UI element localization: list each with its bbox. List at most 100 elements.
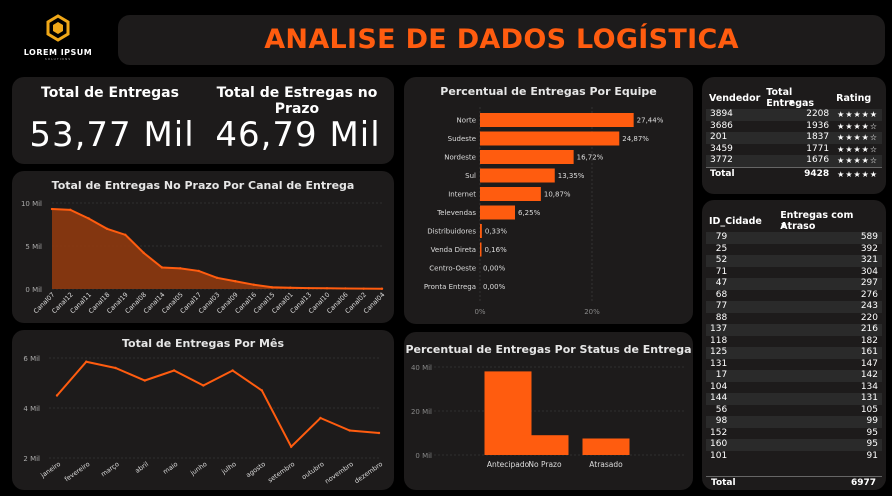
data-point <box>270 286 274 289</box>
cell-id-cidade: 101 <box>710 450 728 461</box>
rating-stars-icon: ★★★★★ <box>833 109 882 121</box>
y-tick-label: 20 Mil <box>411 408 432 416</box>
cell-id-cidade: 68 <box>715 289 728 300</box>
x-tick-label: dezembro <box>353 460 384 485</box>
cell-entregas-atraso: 134 <box>860 381 878 392</box>
cell-total: 1837 <box>763 132 834 144</box>
y-tick-label: 6 Mil <box>23 355 40 363</box>
mes-chart-card: Total de Entregas Por Mês 2 Mil 4 Mil 6 Mi… <box>12 330 394 490</box>
table-row[interactable]: 118 182 <box>706 336 882 348</box>
table-row[interactable]: 160 95 <box>706 439 882 451</box>
table-row[interactable]: 71 304 <box>706 267 882 279</box>
x-tick-label: novembro <box>323 460 355 485</box>
category-label: Televendas <box>436 209 476 217</box>
table-row[interactable]: 101 91 <box>706 451 882 463</box>
kpi-card: Total de Entregas 53,77 Mil Total de Est… <box>12 77 394 164</box>
area-fill <box>52 209 382 289</box>
cell-id-cidade: 104 <box>710 381 728 392</box>
col-total-entregas[interactable]: Total Entregas ▼ <box>763 87 833 109</box>
table-row[interactable]: 79 589 <box>706 232 882 244</box>
cell-id-cidade: 152 <box>710 427 728 438</box>
table-row[interactable]: 77 243 <box>706 301 882 313</box>
col-id-cidade[interactable]: ID_Cidade <box>709 215 762 227</box>
mes-chart-title: Total de Entregas Por Mês <box>121 337 285 350</box>
table-row[interactable]: 201 1837 ★★★★☆ <box>706 132 882 144</box>
data-point <box>362 287 365 290</box>
bar <box>582 438 630 455</box>
data-point <box>260 389 264 392</box>
table-row[interactable]: 137 216 <box>706 324 882 336</box>
x-tick-label: 0% <box>474 308 485 316</box>
cell-total: 2208 <box>763 109 834 121</box>
table-row[interactable]: 144 131 <box>706 393 882 405</box>
bar <box>480 113 634 127</box>
x-tick-label: julho <box>219 460 237 476</box>
data-point <box>380 287 384 290</box>
vendor-table: Vendedor Total Entregas ▼ Rating 3894 220… <box>706 87 882 181</box>
cell-vendedor: 3686 <box>710 120 733 131</box>
cell-id-cidade: 52 <box>706 255 778 267</box>
data-point <box>344 287 347 290</box>
cell-id-cidade: 160 <box>706 439 778 451</box>
col-entregas-atraso[interactable]: Entregas com Atraso ▼ <box>777 210 882 232</box>
cell-entregas-atraso: 147 <box>860 358 878 369</box>
cell-entregas-atraso: 297 <box>777 278 882 290</box>
rating-stars-icon: ★★★★☆ <box>833 155 882 167</box>
logo-name: LOREM IPSUM <box>23 48 93 57</box>
logo-icon <box>46 14 70 42</box>
cell-id-cidade: 71 <box>715 266 728 277</box>
city-total-label: Total <box>711 478 736 488</box>
category-label: Sudeste <box>448 135 476 143</box>
kpi-total-label: Total de Entregas <box>41 85 179 101</box>
cell-entregas-atraso: 216 <box>777 324 882 336</box>
mes-chart: 2 Mil 4 Mil 6 Mil janeiro fevereiro março abri… <box>23 355 384 486</box>
table-row[interactable]: 125 161 <box>706 347 882 359</box>
cell-id-cidade: 88 <box>715 312 728 323</box>
table-row[interactable]: 68 276 <box>706 290 882 302</box>
data-label: 6,25% <box>518 209 541 217</box>
bar <box>480 150 574 164</box>
col-vendedor[interactable]: Vendedor <box>709 92 761 104</box>
table-row[interactable]: 3772 1676 ★★★★☆ <box>706 155 882 167</box>
table-row[interactable]: 3459 1771 ★★★★☆ <box>706 144 882 156</box>
table-row[interactable]: 25 392 <box>706 244 882 256</box>
cell-id-cidade: 125 <box>706 347 778 359</box>
rating-stars-icon: ★★★★☆ <box>833 132 882 144</box>
table-row[interactable]: 17 142 <box>706 370 882 382</box>
table-row[interactable]: 88 220 <box>706 313 882 325</box>
table-row[interactable]: 47 297 <box>706 278 882 290</box>
table-row[interactable]: 52 321 <box>706 255 882 267</box>
bar <box>521 435 569 455</box>
bar <box>480 224 482 238</box>
table-row[interactable]: 3686 1936 ★★★★☆ <box>706 121 882 133</box>
canal-chart-card: Total de Entregas No Prazo Por Canal de … <box>12 171 394 323</box>
category-label: Antecipado <box>487 460 530 469</box>
equipe-chart: 0% 20% Norte 27,44% Sudeste 24,87% Nordeste 16,… <box>424 107 664 316</box>
x-tick-label: abril <box>134 460 151 475</box>
table-row[interactable]: 3894 2208 ★★★★★ <box>706 109 882 121</box>
cell-entregas-atraso: 91 <box>866 450 878 461</box>
data-point <box>307 286 310 290</box>
data-point <box>50 207 54 211</box>
table-row[interactable]: 152 95 <box>706 428 882 440</box>
status-chart: 0 Mil 20 Mil 40 Mil Antecipado No Prazo Atras… <box>411 364 684 469</box>
x-tick-label: fevereiro <box>63 460 91 483</box>
data-label: 24,87% <box>622 135 649 143</box>
category-label: Sul <box>465 172 476 180</box>
col-rating[interactable]: Rating <box>836 92 872 104</box>
table-row[interactable]: 131 147 <box>706 359 882 371</box>
data-point <box>202 384 205 387</box>
data-point <box>172 369 176 372</box>
table-row[interactable]: 98 99 <box>706 416 882 428</box>
data-point <box>319 416 322 420</box>
data-point <box>105 227 109 230</box>
total-value: 9428 <box>763 166 834 181</box>
cell-entregas-atraso: 95 <box>866 427 878 438</box>
data-point <box>69 208 72 212</box>
month-line <box>56 360 380 449</box>
table-row[interactable]: 104 134 <box>706 382 882 394</box>
table-row[interactable]: 56 105 <box>706 405 882 417</box>
category-label: Nordeste <box>444 154 476 162</box>
data-point <box>289 286 292 289</box>
